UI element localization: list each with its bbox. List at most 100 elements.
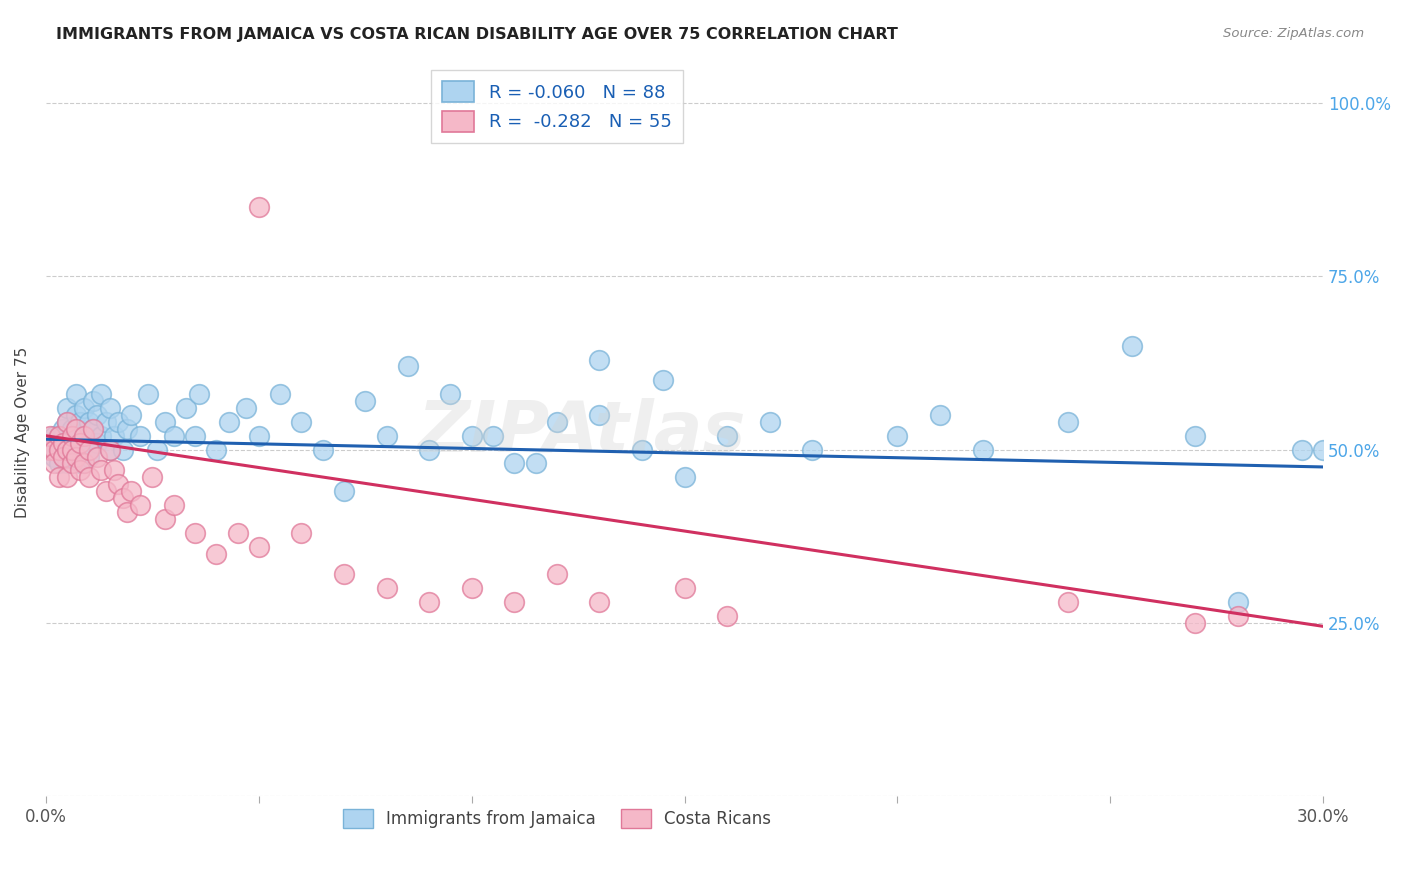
Point — [205, 442, 228, 457]
Point — [48, 470, 70, 484]
Point — [98, 442, 121, 457]
Point — [128, 498, 150, 512]
Point — [69, 457, 91, 471]
Point — [546, 415, 568, 429]
Point — [65, 422, 87, 436]
Point — [312, 442, 335, 457]
Point — [56, 470, 79, 484]
Point — [1056, 415, 1078, 429]
Point — [111, 442, 134, 457]
Point — [503, 595, 526, 609]
Point — [1121, 339, 1143, 353]
Point — [247, 200, 270, 214]
Point — [69, 435, 91, 450]
Point — [972, 442, 994, 457]
Point — [290, 525, 312, 540]
Point — [39, 435, 62, 450]
Point — [56, 442, 79, 457]
Point — [73, 429, 96, 443]
Point — [588, 352, 610, 367]
Point — [48, 442, 70, 457]
Point — [73, 429, 96, 443]
Point — [77, 442, 100, 457]
Point — [673, 581, 696, 595]
Point — [73, 401, 96, 415]
Point — [120, 484, 142, 499]
Point — [107, 415, 129, 429]
Point — [439, 387, 461, 401]
Legend: Immigrants from Jamaica, Costa Ricans: Immigrants from Jamaica, Costa Ricans — [336, 803, 778, 835]
Point — [65, 387, 87, 401]
Point — [247, 540, 270, 554]
Point — [52, 429, 75, 443]
Point — [524, 457, 547, 471]
Point — [111, 491, 134, 505]
Point — [226, 525, 249, 540]
Point — [188, 387, 211, 401]
Point — [52, 435, 75, 450]
Point — [1184, 615, 1206, 630]
Point — [588, 408, 610, 422]
Point — [115, 422, 138, 436]
Point — [120, 408, 142, 422]
Point — [1291, 442, 1313, 457]
Point — [418, 595, 440, 609]
Point — [90, 387, 112, 401]
Point — [39, 442, 62, 457]
Point — [418, 442, 440, 457]
Point — [218, 415, 240, 429]
Point — [145, 442, 167, 457]
Point — [128, 429, 150, 443]
Point — [86, 408, 108, 422]
Point — [333, 567, 356, 582]
Point — [1227, 609, 1250, 624]
Point — [82, 422, 104, 436]
Point — [65, 450, 87, 464]
Point — [60, 457, 83, 471]
Point — [1056, 595, 1078, 609]
Point — [39, 429, 62, 443]
Point — [652, 373, 675, 387]
Point — [65, 429, 87, 443]
Point — [103, 463, 125, 477]
Point — [73, 457, 96, 471]
Point — [44, 442, 66, 457]
Point — [69, 463, 91, 477]
Point — [269, 387, 291, 401]
Point — [801, 442, 824, 457]
Point — [631, 442, 654, 457]
Point — [205, 547, 228, 561]
Point — [77, 450, 100, 464]
Point — [375, 581, 398, 595]
Point — [716, 429, 738, 443]
Point — [460, 581, 482, 595]
Point — [184, 429, 207, 443]
Point — [107, 477, 129, 491]
Point — [673, 470, 696, 484]
Point — [90, 429, 112, 443]
Point — [77, 415, 100, 429]
Point — [69, 415, 91, 429]
Point — [354, 394, 377, 409]
Text: IMMIGRANTS FROM JAMAICA VS COSTA RICAN DISABILITY AGE OVER 75 CORRELATION CHART: IMMIGRANTS FROM JAMAICA VS COSTA RICAN D… — [56, 27, 898, 42]
Point — [163, 429, 186, 443]
Point — [333, 484, 356, 499]
Point — [136, 387, 159, 401]
Point — [141, 470, 163, 484]
Point — [546, 567, 568, 582]
Point — [60, 429, 83, 443]
Point — [503, 457, 526, 471]
Point — [52, 450, 75, 464]
Point — [235, 401, 257, 415]
Point — [60, 422, 83, 436]
Point — [39, 442, 62, 457]
Point — [44, 429, 66, 443]
Point — [153, 512, 176, 526]
Point — [716, 609, 738, 624]
Point — [1312, 442, 1334, 457]
Point — [98, 442, 121, 457]
Point — [56, 415, 79, 429]
Point — [52, 442, 75, 457]
Point — [375, 429, 398, 443]
Point — [77, 442, 100, 457]
